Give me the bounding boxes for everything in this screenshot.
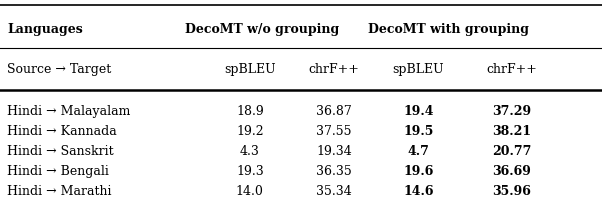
Text: chrF++: chrF++ — [309, 63, 359, 76]
Text: 14.6: 14.6 — [403, 185, 433, 198]
Text: 4.7: 4.7 — [408, 145, 429, 158]
Text: Source → Target: Source → Target — [7, 63, 111, 76]
Text: 35.96: 35.96 — [492, 185, 531, 198]
Text: spBLEU: spBLEU — [393, 63, 444, 76]
Text: 38.21: 38.21 — [492, 125, 531, 138]
Text: 4.3: 4.3 — [240, 145, 260, 158]
Text: 35.34: 35.34 — [316, 185, 352, 198]
Text: 19.3: 19.3 — [236, 165, 264, 178]
Text: 37.29: 37.29 — [492, 105, 531, 118]
Text: 19.4: 19.4 — [403, 105, 433, 118]
Text: spBLEU: spBLEU — [224, 63, 276, 76]
Text: 19.6: 19.6 — [403, 165, 433, 178]
Text: 18.9: 18.9 — [236, 105, 264, 118]
Text: DecoMT w/o grouping: DecoMT w/o grouping — [185, 23, 339, 36]
Text: Languages: Languages — [7, 23, 83, 36]
Text: 19.34: 19.34 — [316, 145, 352, 158]
Text: Hindi → Sanskrit: Hindi → Sanskrit — [7, 145, 114, 158]
Text: DecoMT with grouping: DecoMT with grouping — [368, 23, 529, 36]
Text: Hindi → Marathi: Hindi → Marathi — [7, 185, 112, 198]
Text: chrF++: chrF++ — [486, 63, 537, 76]
Text: 36.69: 36.69 — [492, 165, 531, 178]
Text: 36.35: 36.35 — [316, 165, 352, 178]
Text: Hindi → Malayalam: Hindi → Malayalam — [7, 105, 131, 118]
Text: Hindi → Kannada: Hindi → Kannada — [7, 125, 117, 138]
Text: 37.55: 37.55 — [317, 125, 352, 138]
Text: Hindi → Bengali: Hindi → Bengali — [7, 165, 109, 178]
Text: 19.2: 19.2 — [236, 125, 264, 138]
Text: 20.77: 20.77 — [492, 145, 532, 158]
Text: 36.87: 36.87 — [316, 105, 352, 118]
Text: 14.0: 14.0 — [236, 185, 264, 198]
Text: 19.5: 19.5 — [403, 125, 433, 138]
